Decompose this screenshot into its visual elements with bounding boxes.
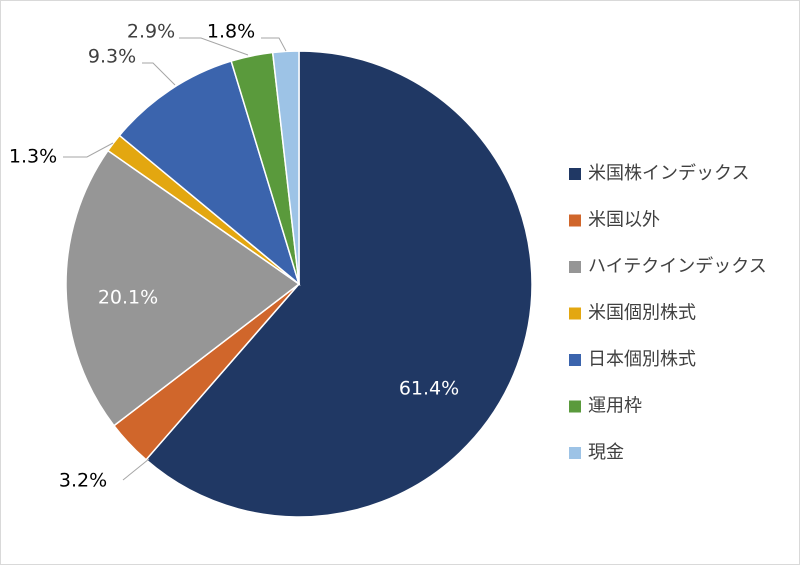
data-label: 9.3%	[88, 46, 136, 68]
data-label: 1.3%	[9, 146, 57, 168]
legend-label: ハイテクインデックス	[588, 256, 767, 277]
data-label: 61.4%	[399, 378, 459, 400]
leader-line	[63, 142, 114, 158]
legend-swatch	[569, 400, 581, 413]
legend-label: 米国個別株式	[588, 303, 696, 324]
pie-slice	[144, 50, 533, 518]
pie-slice	[271, 50, 300, 285]
leader-lines	[63, 37, 287, 481]
pie-slices	[65, 50, 533, 518]
legend-swatch	[569, 261, 581, 273]
legend-label: 運用枠	[588, 396, 642, 417]
legend-label: 米国以外	[588, 210, 660, 231]
legend-swatch	[569, 307, 581, 320]
data-label: 1.8%	[207, 21, 255, 43]
leader-line	[179, 37, 249, 56]
legend-swatch	[569, 354, 581, 366]
leader-line	[261, 37, 287, 52]
legend-swatch	[569, 447, 581, 459]
data-label: 3.2%	[59, 470, 107, 492]
data-label: 20.1%	[98, 287, 158, 309]
data-labels: 61.4% 3.2% 20.1% 1.3% 9.3% 2.9% 1.8%	[9, 21, 459, 492]
legend-swatch	[569, 214, 581, 227]
pie-slice	[65, 149, 301, 427]
legend-label: 現金	[588, 442, 624, 463]
legend-label: 日本個別株式	[588, 349, 696, 370]
legend-swatch	[569, 168, 581, 180]
leader-line	[142, 62, 176, 86]
legend-label: 米国株インデックス	[588, 163, 749, 184]
leader-line	[122, 458, 150, 481]
pie-slice	[118, 60, 301, 287]
data-label: 2.9%	[127, 21, 175, 43]
